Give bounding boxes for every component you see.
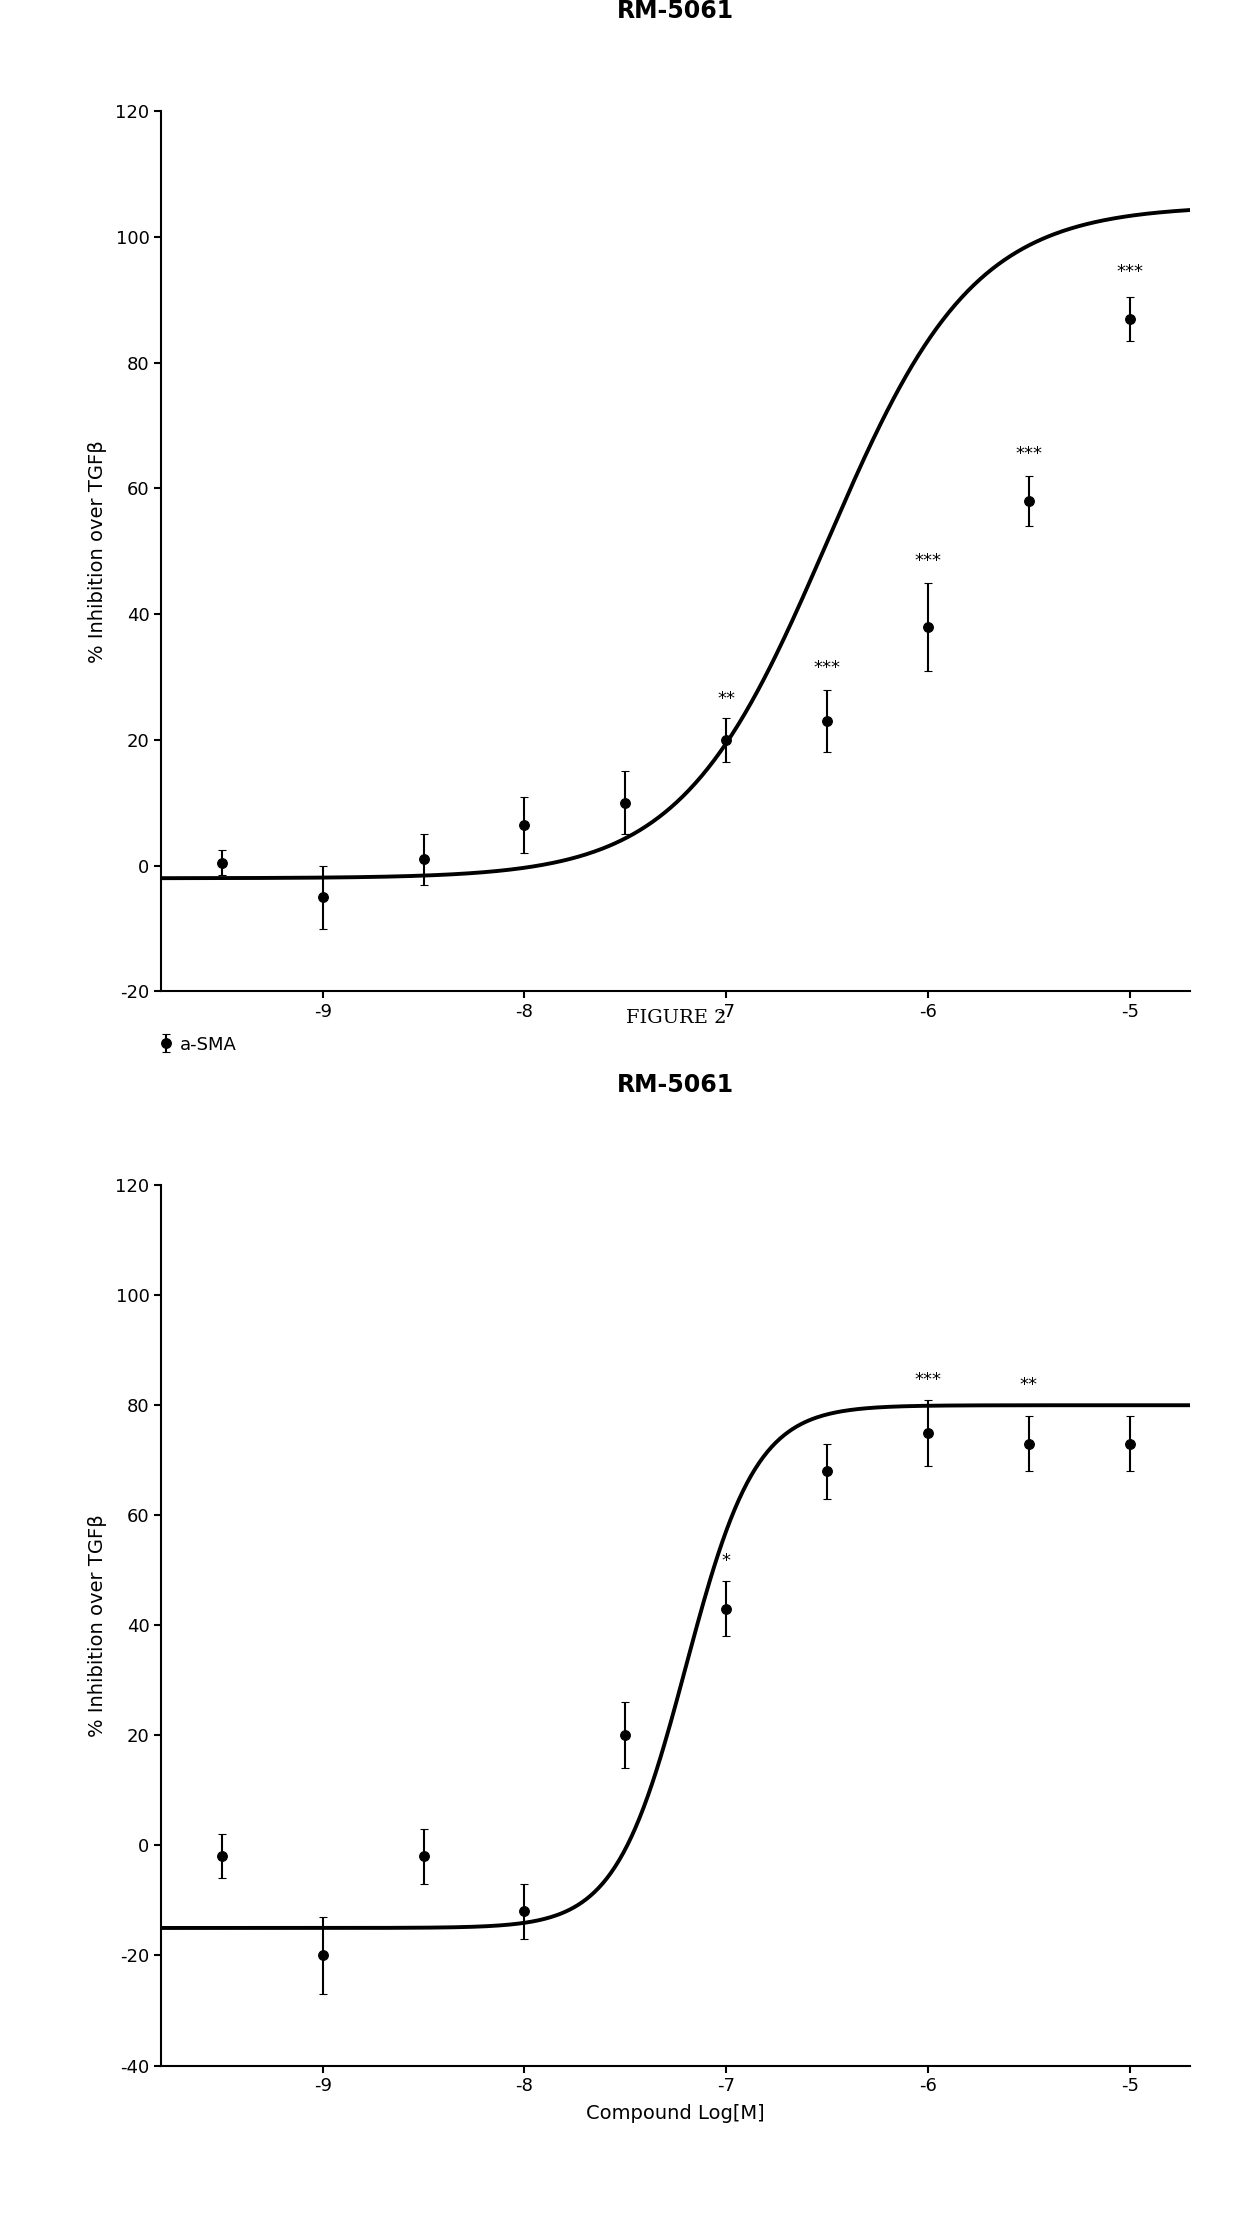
- Text: ***: ***: [813, 660, 841, 677]
- Text: RM-5061: RM-5061: [618, 0, 734, 22]
- Text: **: **: [1021, 1377, 1038, 1395]
- Y-axis label: % Inhibition over TGFβ: % Inhibition over TGFβ: [88, 1515, 107, 1737]
- Text: ***: ***: [915, 553, 941, 571]
- Text: FIGURE 2: FIGURE 2: [625, 1008, 727, 1026]
- Text: RM-5061: RM-5061: [618, 1073, 734, 1097]
- Text: ***: ***: [915, 1370, 941, 1388]
- Text: ***: ***: [1016, 444, 1043, 464]
- Text: ***: ***: [1116, 262, 1143, 280]
- Y-axis label: % Inhibition over TGFβ: % Inhibition over TGFβ: [88, 440, 107, 662]
- Legend: a-SMA: a-SMA: [160, 1035, 237, 1053]
- Text: *: *: [722, 1552, 730, 1570]
- Text: **: **: [717, 691, 735, 708]
- X-axis label: Compound Log[M]: Compound Log[M]: [587, 2103, 765, 2123]
